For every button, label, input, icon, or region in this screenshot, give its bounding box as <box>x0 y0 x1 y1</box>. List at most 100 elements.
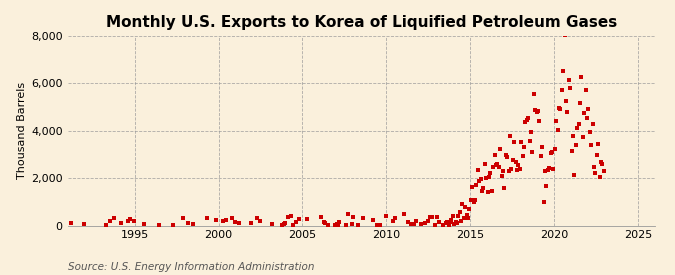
Point <box>449 222 460 226</box>
Point <box>226 216 237 220</box>
Point <box>504 169 514 173</box>
Point <box>570 143 581 147</box>
Point <box>440 221 451 225</box>
Point <box>477 189 487 193</box>
Point <box>375 222 385 227</box>
Point <box>443 223 454 227</box>
Point <box>595 160 606 164</box>
Point <box>380 214 391 218</box>
Point <box>368 218 379 222</box>
Point <box>320 221 331 226</box>
Point <box>534 119 545 123</box>
Point <box>585 130 595 135</box>
Point <box>279 221 290 225</box>
Point <box>116 221 127 225</box>
Point <box>569 172 580 177</box>
Point <box>464 207 475 212</box>
Point <box>514 167 525 171</box>
Point <box>491 163 502 167</box>
Point <box>460 205 470 210</box>
Point <box>475 176 486 181</box>
Point <box>537 144 547 149</box>
Point <box>531 110 542 114</box>
Point <box>523 116 534 120</box>
Point <box>485 170 496 175</box>
Point <box>591 153 602 157</box>
Point <box>566 149 577 153</box>
Point <box>506 166 517 171</box>
Point <box>574 101 585 105</box>
Point <box>509 140 520 144</box>
Point <box>211 218 222 223</box>
Point <box>282 215 293 219</box>
Point <box>598 169 609 174</box>
Point <box>510 160 521 164</box>
Point <box>559 32 570 37</box>
Point <box>285 214 296 218</box>
Point <box>201 215 212 220</box>
Point <box>230 220 240 225</box>
Point <box>408 222 419 226</box>
Point <box>415 222 426 226</box>
Point <box>390 216 401 221</box>
Point <box>538 200 549 204</box>
Point <box>437 223 448 227</box>
Point <box>101 222 111 227</box>
Point <box>419 221 430 225</box>
Point <box>352 223 363 227</box>
Point <box>468 200 479 205</box>
Point <box>580 88 591 93</box>
Point <box>513 163 524 167</box>
Point <box>474 178 485 183</box>
Point <box>597 162 608 166</box>
Point <box>576 75 587 79</box>
Point <box>372 222 383 227</box>
Point <box>487 189 497 194</box>
Point <box>484 175 495 179</box>
Point <box>109 216 119 220</box>
Point <box>432 215 443 220</box>
Point <box>454 210 465 214</box>
Point <box>123 219 134 223</box>
Point <box>594 175 605 179</box>
Point <box>254 219 265 223</box>
Point <box>138 222 149 226</box>
Point <box>330 223 341 227</box>
Point <box>246 221 256 226</box>
Point <box>471 183 482 187</box>
Point <box>549 147 560 152</box>
Point <box>278 221 289 226</box>
Point <box>323 223 333 227</box>
Point <box>348 215 359 219</box>
Point <box>466 197 477 202</box>
Point <box>331 221 342 226</box>
Point <box>493 164 504 169</box>
Point <box>398 211 409 216</box>
Point <box>518 145 529 149</box>
Point <box>333 222 344 227</box>
Point <box>587 122 598 127</box>
Point <box>342 212 353 217</box>
Point <box>450 220 461 224</box>
Point <box>334 220 345 225</box>
Point <box>288 222 299 227</box>
Point <box>187 221 198 226</box>
Point <box>453 214 464 218</box>
Point <box>527 150 538 154</box>
Point <box>302 216 313 221</box>
Point <box>544 166 555 170</box>
Point <box>545 151 556 155</box>
Point <box>573 121 584 126</box>
Point <box>548 167 559 171</box>
Point <box>429 223 440 227</box>
Point <box>558 69 568 73</box>
Point <box>105 219 115 223</box>
Point <box>441 220 452 224</box>
Point <box>457 202 468 206</box>
Point <box>267 221 277 226</box>
Point <box>565 86 576 90</box>
Point <box>551 119 562 124</box>
Point <box>407 222 418 226</box>
Point <box>481 176 491 180</box>
Point <box>593 142 603 147</box>
